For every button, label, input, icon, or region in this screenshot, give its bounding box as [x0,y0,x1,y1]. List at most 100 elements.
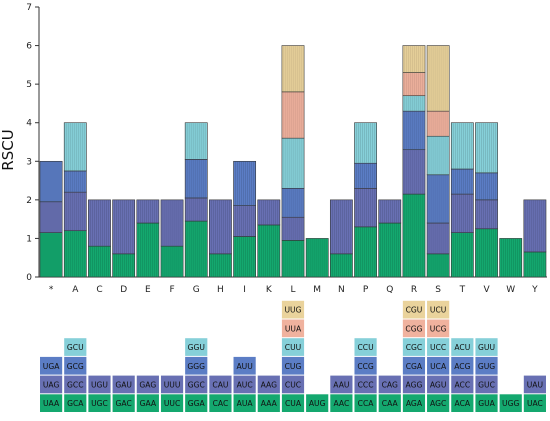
bar-segment [305,238,329,278]
bar-stack-R [402,45,426,278]
bar-stack-W [499,238,523,278]
bar-segment [402,110,426,151]
bar-segment [426,174,450,224]
bar-segment [426,253,450,278]
bar-segment [281,187,305,218]
y-tick-label: 0 [26,273,32,283]
x-tick-label: * [49,285,54,295]
codon-cell [402,338,426,356]
codon-cell [475,338,498,356]
codon-cell [64,394,87,412]
codon-label: CCG [357,362,374,371]
codon-cell [281,319,305,338]
codon-label: UGG [502,399,519,408]
codon-label: GGA [188,399,206,408]
codon-cell [523,375,546,394]
x-tick-label: L [290,285,295,295]
bar-segment [184,122,208,160]
codon-label: AAC [333,399,349,408]
codon-cell [427,319,450,338]
bar-segment [233,160,257,206]
x-tick-label: N [338,285,345,295]
y-tick-label: 5 [26,80,32,90]
codon-cell [257,375,280,394]
codon-cell [233,356,256,375]
codon-label: GAG [139,380,156,389]
codon-cell [88,375,111,394]
bar-segment [523,251,547,278]
codon-cell [330,394,353,412]
bar-segment [281,137,305,189]
codon-cell [475,356,498,375]
y-tick-label: 3 [26,157,32,167]
codon-label: GGG [187,362,205,371]
codon-cell [475,394,498,412]
codon-cell [88,394,111,412]
bar-segment [475,122,498,174]
bar-segment [450,168,474,195]
bar-segment [450,232,474,278]
codon-cell [427,300,450,319]
codon-label: AGG [406,380,423,389]
bar-stack-Q [378,199,402,278]
codon-label: ACU [454,343,470,352]
bar-segment [523,199,547,253]
bar-segment [39,201,63,233]
bar-segment [499,238,523,278]
bar-segment [209,199,232,255]
bar-segment [184,159,208,199]
codon-label: GAU [115,380,132,389]
bar-segment [233,205,257,237]
bar-stack-C [88,199,111,278]
codon-label: CCA [358,399,375,408]
x-tick-label: T [459,285,466,295]
codon-label: AGC [430,399,446,408]
bar-segment [184,220,208,278]
bar-segment [209,253,232,278]
bar-stack-I [233,160,257,278]
codon-label: UCU [430,306,446,315]
x-tick-label: G [193,285,200,295]
codon-label: CUA [285,399,302,408]
bar-segment [402,149,426,195]
bar-segment [426,110,450,137]
bar-stack-M [305,238,329,278]
codon-label: CAA [382,399,399,408]
bar-segment [88,199,111,247]
codon-label: GUC [478,380,495,389]
bar-segment [63,230,87,278]
codon-label: GAA [140,399,157,408]
codon-label: CUG [285,362,302,371]
codon-cell [160,375,184,394]
x-tick-label: I [243,285,246,295]
bar-segment [329,199,353,255]
x-tick-label: P [363,285,369,295]
codon-label: GCA [67,399,84,408]
codon-label: CGA [406,362,423,371]
codon-cell [185,394,208,412]
bar-segment [39,232,63,278]
codon-cell [281,338,305,356]
bar-segment [450,122,474,170]
y-tick-label: 1 [26,234,32,244]
codon-table: UAA UAG UGA GCA GCC GCG GCU UGC UGU GAC GAU GAA GAG U… [40,300,546,412]
codon-label: CGC [406,343,423,352]
codon-label: ACA [455,399,471,408]
codon-label: UUC [164,399,180,408]
codon-cell [257,394,280,412]
bar-segment [354,122,377,164]
bar-segment [160,199,184,247]
bar-stack-S [426,45,450,278]
bar-stack-H [209,199,232,278]
bar-segment [378,222,402,278]
codon-label: CAG [382,380,398,389]
bar-stack-T [450,122,474,278]
y-axis-label: RSCU [0,129,17,170]
codon-label: GCC [67,380,84,389]
codon-cell [233,375,256,394]
codon-cell [209,375,232,394]
codon-label: UCG [430,324,447,333]
codon-label: UAG [43,380,60,389]
codon-cell [427,356,450,375]
